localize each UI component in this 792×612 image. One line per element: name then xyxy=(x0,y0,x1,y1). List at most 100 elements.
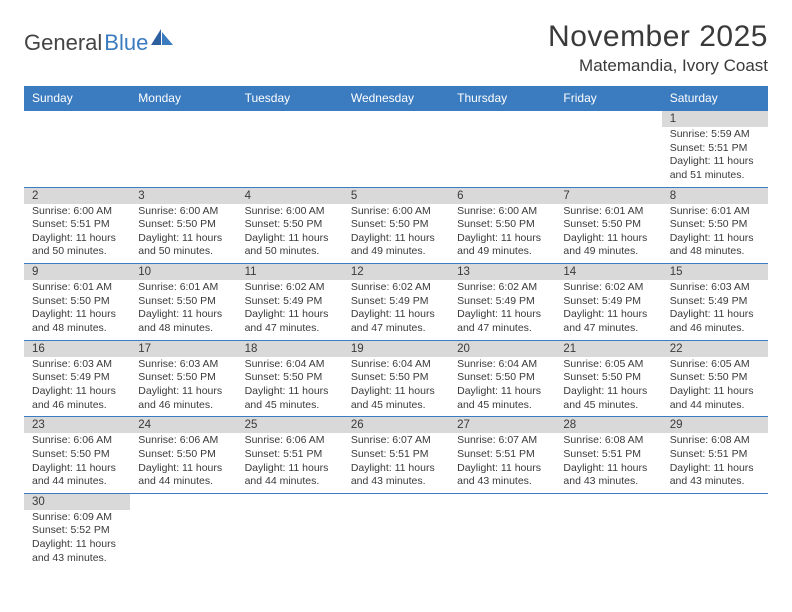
title-block: November 2025 Matemandia, Ivory Coast xyxy=(548,20,768,76)
day-content: Sunrise: 6:08 AMSunset: 5:51 PMDaylight:… xyxy=(662,433,768,493)
day-content: Sunrise: 6:04 AMSunset: 5:50 PMDaylight:… xyxy=(343,357,449,417)
day-content: Sunrise: 6:00 AMSunset: 5:50 PMDaylight:… xyxy=(449,204,555,264)
day-content: Sunrise: 6:04 AMSunset: 5:50 PMDaylight:… xyxy=(237,357,343,417)
day-number: 15 xyxy=(662,264,768,281)
day-content xyxy=(449,127,555,187)
day-content xyxy=(449,510,555,570)
day-number xyxy=(130,111,236,128)
logo-sail-icon xyxy=(151,29,175,52)
day-number: 5 xyxy=(343,187,449,204)
day-number: 11 xyxy=(237,264,343,281)
day-number: 20 xyxy=(449,340,555,357)
day-content: Sunrise: 6:02 AMSunset: 5:49 PMDaylight:… xyxy=(555,280,661,340)
day-content-row: Sunrise: 6:03 AMSunset: 5:49 PMDaylight:… xyxy=(24,357,768,417)
calendar-table: Sunday Monday Tuesday Wednesday Thursday… xyxy=(24,86,768,569)
day-content: Sunrise: 6:09 AMSunset: 5:52 PMDaylight:… xyxy=(24,510,130,570)
day-content xyxy=(555,127,661,187)
day-number-row: 9101112131415 xyxy=(24,264,768,281)
day-number: 3 xyxy=(130,187,236,204)
day-number: 22 xyxy=(662,340,768,357)
day-number xyxy=(555,111,661,128)
day-number: 16 xyxy=(24,340,130,357)
day-content: Sunrise: 6:01 AMSunset: 5:50 PMDaylight:… xyxy=(662,204,768,264)
day-content: Sunrise: 6:06 AMSunset: 5:50 PMDaylight:… xyxy=(24,433,130,493)
day-content: Sunrise: 6:00 AMSunset: 5:50 PMDaylight:… xyxy=(237,204,343,264)
day-number: 29 xyxy=(662,417,768,434)
day-content: Sunrise: 6:04 AMSunset: 5:50 PMDaylight:… xyxy=(449,357,555,417)
weekday-header: Tuesday xyxy=(237,86,343,111)
day-content xyxy=(237,127,343,187)
day-number xyxy=(237,111,343,128)
day-number: 9 xyxy=(24,264,130,281)
day-number-row: 2345678 xyxy=(24,187,768,204)
day-content xyxy=(343,127,449,187)
title-location: Matemandia, Ivory Coast xyxy=(548,56,768,76)
day-number xyxy=(555,493,661,510)
day-number: 19 xyxy=(343,340,449,357)
day-content xyxy=(555,510,661,570)
day-number: 18 xyxy=(237,340,343,357)
header: General Blue November 2025 Matemandia, I… xyxy=(24,20,768,76)
day-number: 7 xyxy=(555,187,661,204)
logo: General Blue xyxy=(24,30,175,56)
day-content: Sunrise: 5:59 AMSunset: 5:51 PMDaylight:… xyxy=(662,127,768,187)
day-number-row: 16171819202122 xyxy=(24,340,768,357)
day-content: Sunrise: 6:05 AMSunset: 5:50 PMDaylight:… xyxy=(662,357,768,417)
day-content: Sunrise: 6:08 AMSunset: 5:51 PMDaylight:… xyxy=(555,433,661,493)
logo-text-blue: Blue xyxy=(104,30,148,56)
day-number xyxy=(130,493,236,510)
day-content: Sunrise: 6:07 AMSunset: 5:51 PMDaylight:… xyxy=(449,433,555,493)
weekday-header: Monday xyxy=(130,86,236,111)
day-number: 12 xyxy=(343,264,449,281)
day-content-row: Sunrise: 6:01 AMSunset: 5:50 PMDaylight:… xyxy=(24,280,768,340)
day-content: Sunrise: 6:01 AMSunset: 5:50 PMDaylight:… xyxy=(555,204,661,264)
day-number: 17 xyxy=(130,340,236,357)
page: General Blue November 2025 Matemandia, I… xyxy=(0,0,792,585)
day-number: 28 xyxy=(555,417,661,434)
title-month: November 2025 xyxy=(548,20,768,54)
day-number: 2 xyxy=(24,187,130,204)
day-number xyxy=(343,111,449,128)
day-number xyxy=(343,493,449,510)
day-content: Sunrise: 6:00 AMSunset: 5:50 PMDaylight:… xyxy=(343,204,449,264)
day-number xyxy=(449,493,555,510)
day-content xyxy=(237,510,343,570)
day-content xyxy=(24,127,130,187)
day-number: 24 xyxy=(130,417,236,434)
day-content-row: Sunrise: 5:59 AMSunset: 5:51 PMDaylight:… xyxy=(24,127,768,187)
day-number: 26 xyxy=(343,417,449,434)
day-number xyxy=(662,493,768,510)
day-number: 14 xyxy=(555,264,661,281)
day-content: Sunrise: 6:01 AMSunset: 5:50 PMDaylight:… xyxy=(130,280,236,340)
day-content-row: Sunrise: 6:09 AMSunset: 5:52 PMDaylight:… xyxy=(24,510,768,570)
day-number xyxy=(449,111,555,128)
day-number: 6 xyxy=(449,187,555,204)
day-content: Sunrise: 6:00 AMSunset: 5:51 PMDaylight:… xyxy=(24,204,130,264)
day-content xyxy=(662,510,768,570)
weekday-header: Friday xyxy=(555,86,661,111)
day-number: 8 xyxy=(662,187,768,204)
day-content: Sunrise: 6:01 AMSunset: 5:50 PMDaylight:… xyxy=(24,280,130,340)
day-content: Sunrise: 6:03 AMSunset: 5:50 PMDaylight:… xyxy=(130,357,236,417)
day-content-row: Sunrise: 6:00 AMSunset: 5:51 PMDaylight:… xyxy=(24,204,768,264)
weekday-header: Thursday xyxy=(449,86,555,111)
weekday-header-row: Sunday Monday Tuesday Wednesday Thursday… xyxy=(24,86,768,111)
day-content-row: Sunrise: 6:06 AMSunset: 5:50 PMDaylight:… xyxy=(24,433,768,493)
day-content: Sunrise: 6:06 AMSunset: 5:51 PMDaylight:… xyxy=(237,433,343,493)
day-content: Sunrise: 6:03 AMSunset: 5:49 PMDaylight:… xyxy=(662,280,768,340)
day-number xyxy=(237,493,343,510)
day-number: 21 xyxy=(555,340,661,357)
day-content: Sunrise: 6:02 AMSunset: 5:49 PMDaylight:… xyxy=(343,280,449,340)
day-content xyxy=(343,510,449,570)
day-number: 23 xyxy=(24,417,130,434)
day-number: 30 xyxy=(24,493,130,510)
day-content: Sunrise: 6:00 AMSunset: 5:50 PMDaylight:… xyxy=(130,204,236,264)
day-content: Sunrise: 6:03 AMSunset: 5:49 PMDaylight:… xyxy=(24,357,130,417)
day-content: Sunrise: 6:07 AMSunset: 5:51 PMDaylight:… xyxy=(343,433,449,493)
day-number-row: 23242526272829 xyxy=(24,417,768,434)
day-number: 10 xyxy=(130,264,236,281)
weekday-header: Sunday xyxy=(24,86,130,111)
day-content: Sunrise: 6:06 AMSunset: 5:50 PMDaylight:… xyxy=(130,433,236,493)
day-content: Sunrise: 6:05 AMSunset: 5:50 PMDaylight:… xyxy=(555,357,661,417)
day-number xyxy=(24,111,130,128)
